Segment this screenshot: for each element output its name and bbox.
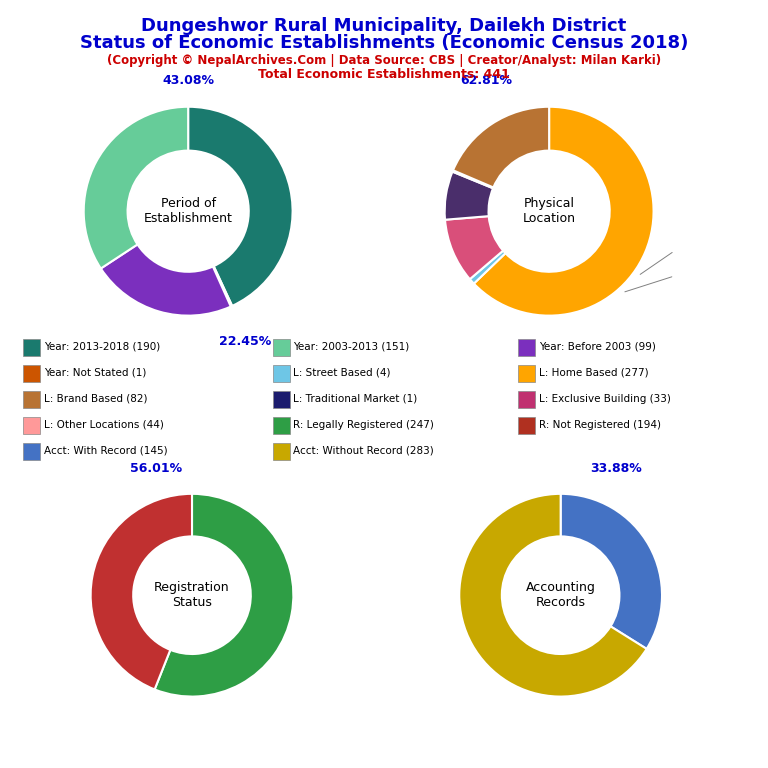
Text: 0.23%: 0.23% <box>0 767 1 768</box>
Text: 62.81%: 62.81% <box>461 74 512 87</box>
Wedge shape <box>84 107 188 269</box>
Text: L: Other Locations (44): L: Other Locations (44) <box>44 419 164 430</box>
Text: L: Street Based (4): L: Street Based (4) <box>293 367 391 378</box>
Text: Registration
Status: Registration Status <box>154 581 230 609</box>
Text: Dungeshwor Rural Municipality, Dailekh District: Dungeshwor Rural Municipality, Dailekh D… <box>141 17 627 35</box>
Wedge shape <box>452 170 493 188</box>
Wedge shape <box>474 107 654 316</box>
Text: Acct: Without Record (283): Acct: Without Record (283) <box>293 445 434 456</box>
Text: 0.91%: 0.91% <box>0 767 1 768</box>
Text: 7.48%: 7.48% <box>0 767 1 768</box>
Wedge shape <box>91 494 192 690</box>
Text: L: Traditional Market (1): L: Traditional Market (1) <box>293 393 418 404</box>
Text: L: Exclusive Building (33): L: Exclusive Building (33) <box>539 393 671 404</box>
Text: L: Home Based (277): L: Home Based (277) <box>539 367 649 378</box>
Wedge shape <box>445 172 493 220</box>
Wedge shape <box>470 250 505 283</box>
Text: R: Not Registered (194): R: Not Registered (194) <box>539 419 661 430</box>
Wedge shape <box>213 266 232 306</box>
Text: Acct: With Record (145): Acct: With Record (145) <box>44 445 167 456</box>
Text: 43.08%: 43.08% <box>162 74 214 87</box>
Text: Year: 2003-2013 (151): Year: 2003-2013 (151) <box>293 341 409 352</box>
Wedge shape <box>445 216 503 280</box>
Text: Total Economic Establishments: 441: Total Economic Establishments: 441 <box>258 68 510 81</box>
Text: 0.23%: 0.23% <box>0 767 1 768</box>
Text: 43.99%: 43.99% <box>0 767 1 768</box>
Wedge shape <box>188 107 293 306</box>
Text: 33.88%: 33.88% <box>591 462 642 475</box>
Wedge shape <box>101 244 230 316</box>
Wedge shape <box>459 494 647 697</box>
Text: 56.01%: 56.01% <box>131 462 183 475</box>
Text: 18.59%: 18.59% <box>0 767 1 768</box>
Text: Year: 2013-2018 (190): Year: 2013-2018 (190) <box>44 341 160 352</box>
Wedge shape <box>453 107 549 187</box>
Text: Year: Not Stated (1): Year: Not Stated (1) <box>44 367 146 378</box>
Text: R: Legally Registered (247): R: Legally Registered (247) <box>293 419 434 430</box>
Wedge shape <box>561 494 662 649</box>
Text: Physical
Location: Physical Location <box>522 197 576 225</box>
Text: (Copyright © NepalArchives.Com | Data Source: CBS | Creator/Analyst: Milan Karki: (Copyright © NepalArchives.Com | Data So… <box>107 54 661 67</box>
Text: Accounting
Records: Accounting Records <box>526 581 595 609</box>
Text: 34.24%: 34.24% <box>0 767 1 768</box>
Text: Period of
Establishment: Period of Establishment <box>144 197 233 225</box>
Text: Status of Economic Establishments (Economic Census 2018): Status of Economic Establishments (Econo… <box>80 34 688 51</box>
Text: L: Brand Based (82): L: Brand Based (82) <box>44 393 147 404</box>
Wedge shape <box>154 494 293 697</box>
Text: 9.98%: 9.98% <box>0 767 1 768</box>
Text: 66.12%: 66.12% <box>0 767 1 768</box>
Text: Year: Before 2003 (99): Year: Before 2003 (99) <box>539 341 656 352</box>
Text: 22.45%: 22.45% <box>220 336 272 348</box>
